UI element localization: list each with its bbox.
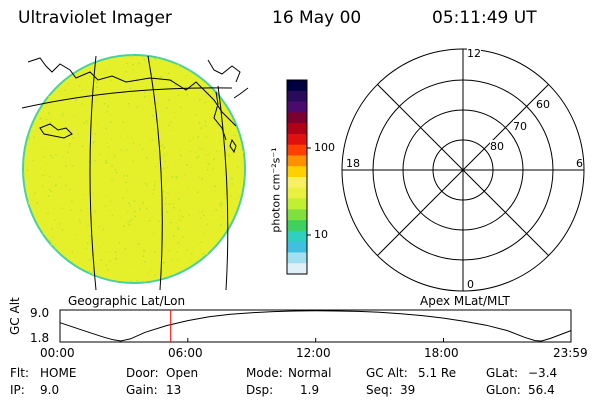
x-tick-label: 23:59 bbox=[553, 346, 588, 360]
y-tick-label: 9.0 bbox=[30, 306, 50, 320]
colorbar-segment bbox=[287, 198, 307, 210]
status-label: GLat: bbox=[486, 366, 519, 380]
image-speckle bbox=[23, 55, 245, 283]
status-label: Flt: bbox=[10, 366, 29, 380]
mlt-line bbox=[377, 84, 549, 256]
latlon-grid-line bbox=[147, 55, 163, 291]
x-tick-label: 06:00 bbox=[168, 346, 203, 360]
colorbar-segment bbox=[287, 263, 307, 275]
coastline-outline bbox=[27, 57, 237, 127]
coastline-outline bbox=[229, 138, 237, 154]
mlt-label-0: 0 bbox=[467, 278, 474, 291]
coastline-outline bbox=[39, 123, 73, 139]
mlt-label-12: 12 bbox=[467, 47, 481, 60]
mlt-label-6: 6 bbox=[576, 157, 583, 170]
colorbar-segment bbox=[287, 155, 307, 167]
status-value: 9.0 bbox=[40, 383, 60, 397]
x-tick-label: 18:00 bbox=[424, 346, 459, 360]
colorbar-segment bbox=[287, 123, 307, 135]
lat-label-70: 70 bbox=[513, 120, 527, 133]
apex-title: Apex MLat/MLT bbox=[420, 294, 510, 308]
status-label: IP: bbox=[10, 383, 25, 397]
colorbar-segment bbox=[287, 112, 307, 124]
status-label: Door: bbox=[126, 366, 159, 380]
earth-disk bbox=[22, 54, 246, 284]
latlon-grid-line bbox=[89, 55, 97, 291]
colorbar-segment bbox=[287, 187, 307, 200]
status-value: HOME bbox=[40, 366, 77, 380]
coastline-outline bbox=[233, 87, 249, 99]
colorbar-segment bbox=[287, 144, 307, 157]
colorbar-tick-label: 100 bbox=[314, 141, 335, 154]
status-label: Gain: bbox=[126, 383, 158, 397]
status-value: 39 bbox=[400, 383, 416, 397]
latlon-grid-line bbox=[217, 85, 229, 291]
geographic-title: Geographic Lat/Lon bbox=[68, 294, 186, 308]
colorbar-segment bbox=[287, 241, 307, 254]
altitude-curve bbox=[59, 310, 572, 342]
instrument-title: Ultraviolet Imager bbox=[18, 8, 172, 28]
x-tick-label: 00:00 bbox=[40, 346, 75, 360]
colorbar-tick-label: 10 bbox=[314, 228, 328, 241]
date-label: 16 May 00 bbox=[272, 8, 362, 28]
timeline-ticks bbox=[59, 338, 572, 342]
colorbar-segment bbox=[287, 80, 307, 92]
colorbar-segment bbox=[287, 133, 307, 146]
status-value: −3.4 bbox=[528, 366, 558, 380]
status-value: 13 bbox=[166, 383, 182, 397]
time-label: 05:11:49 UT bbox=[432, 8, 537, 28]
timeline-frame bbox=[59, 309, 572, 343]
status-value: Open bbox=[166, 366, 199, 380]
latlon-grid-line bbox=[21, 87, 233, 109]
lat-label-60: 60 bbox=[536, 98, 550, 111]
status-label: GLon: bbox=[486, 383, 521, 397]
x-tick-label: 12:00 bbox=[296, 346, 331, 360]
colorbar-segment bbox=[287, 220, 307, 232]
colorbar-segment bbox=[287, 252, 307, 264]
colorbar-segment bbox=[287, 166, 307, 178]
colorbar-segment bbox=[287, 209, 307, 221]
status-value: 5.1 Re bbox=[418, 366, 457, 380]
y-tick-label: 1.8 bbox=[30, 331, 50, 345]
mlt-label-18: 18 bbox=[346, 157, 360, 170]
status-label: Seq: bbox=[366, 383, 393, 397]
colorbar-segment bbox=[287, 177, 307, 189]
colorbar-segment bbox=[287, 90, 307, 103]
lat-label-80: 80 bbox=[490, 140, 504, 153]
status-label: Mode: bbox=[246, 366, 283, 380]
status-value: 56.4 bbox=[528, 383, 555, 397]
status-value: 1.9 bbox=[300, 383, 320, 397]
status-value: Normal bbox=[288, 366, 332, 380]
status-label: Dsp: bbox=[246, 383, 274, 397]
colorbar-gradient bbox=[287, 80, 307, 275]
status-label: GC Alt: bbox=[366, 366, 408, 380]
coastline-outline bbox=[207, 59, 241, 83]
colorbar-segment bbox=[287, 230, 307, 243]
colorbar-segment bbox=[287, 101, 307, 113]
